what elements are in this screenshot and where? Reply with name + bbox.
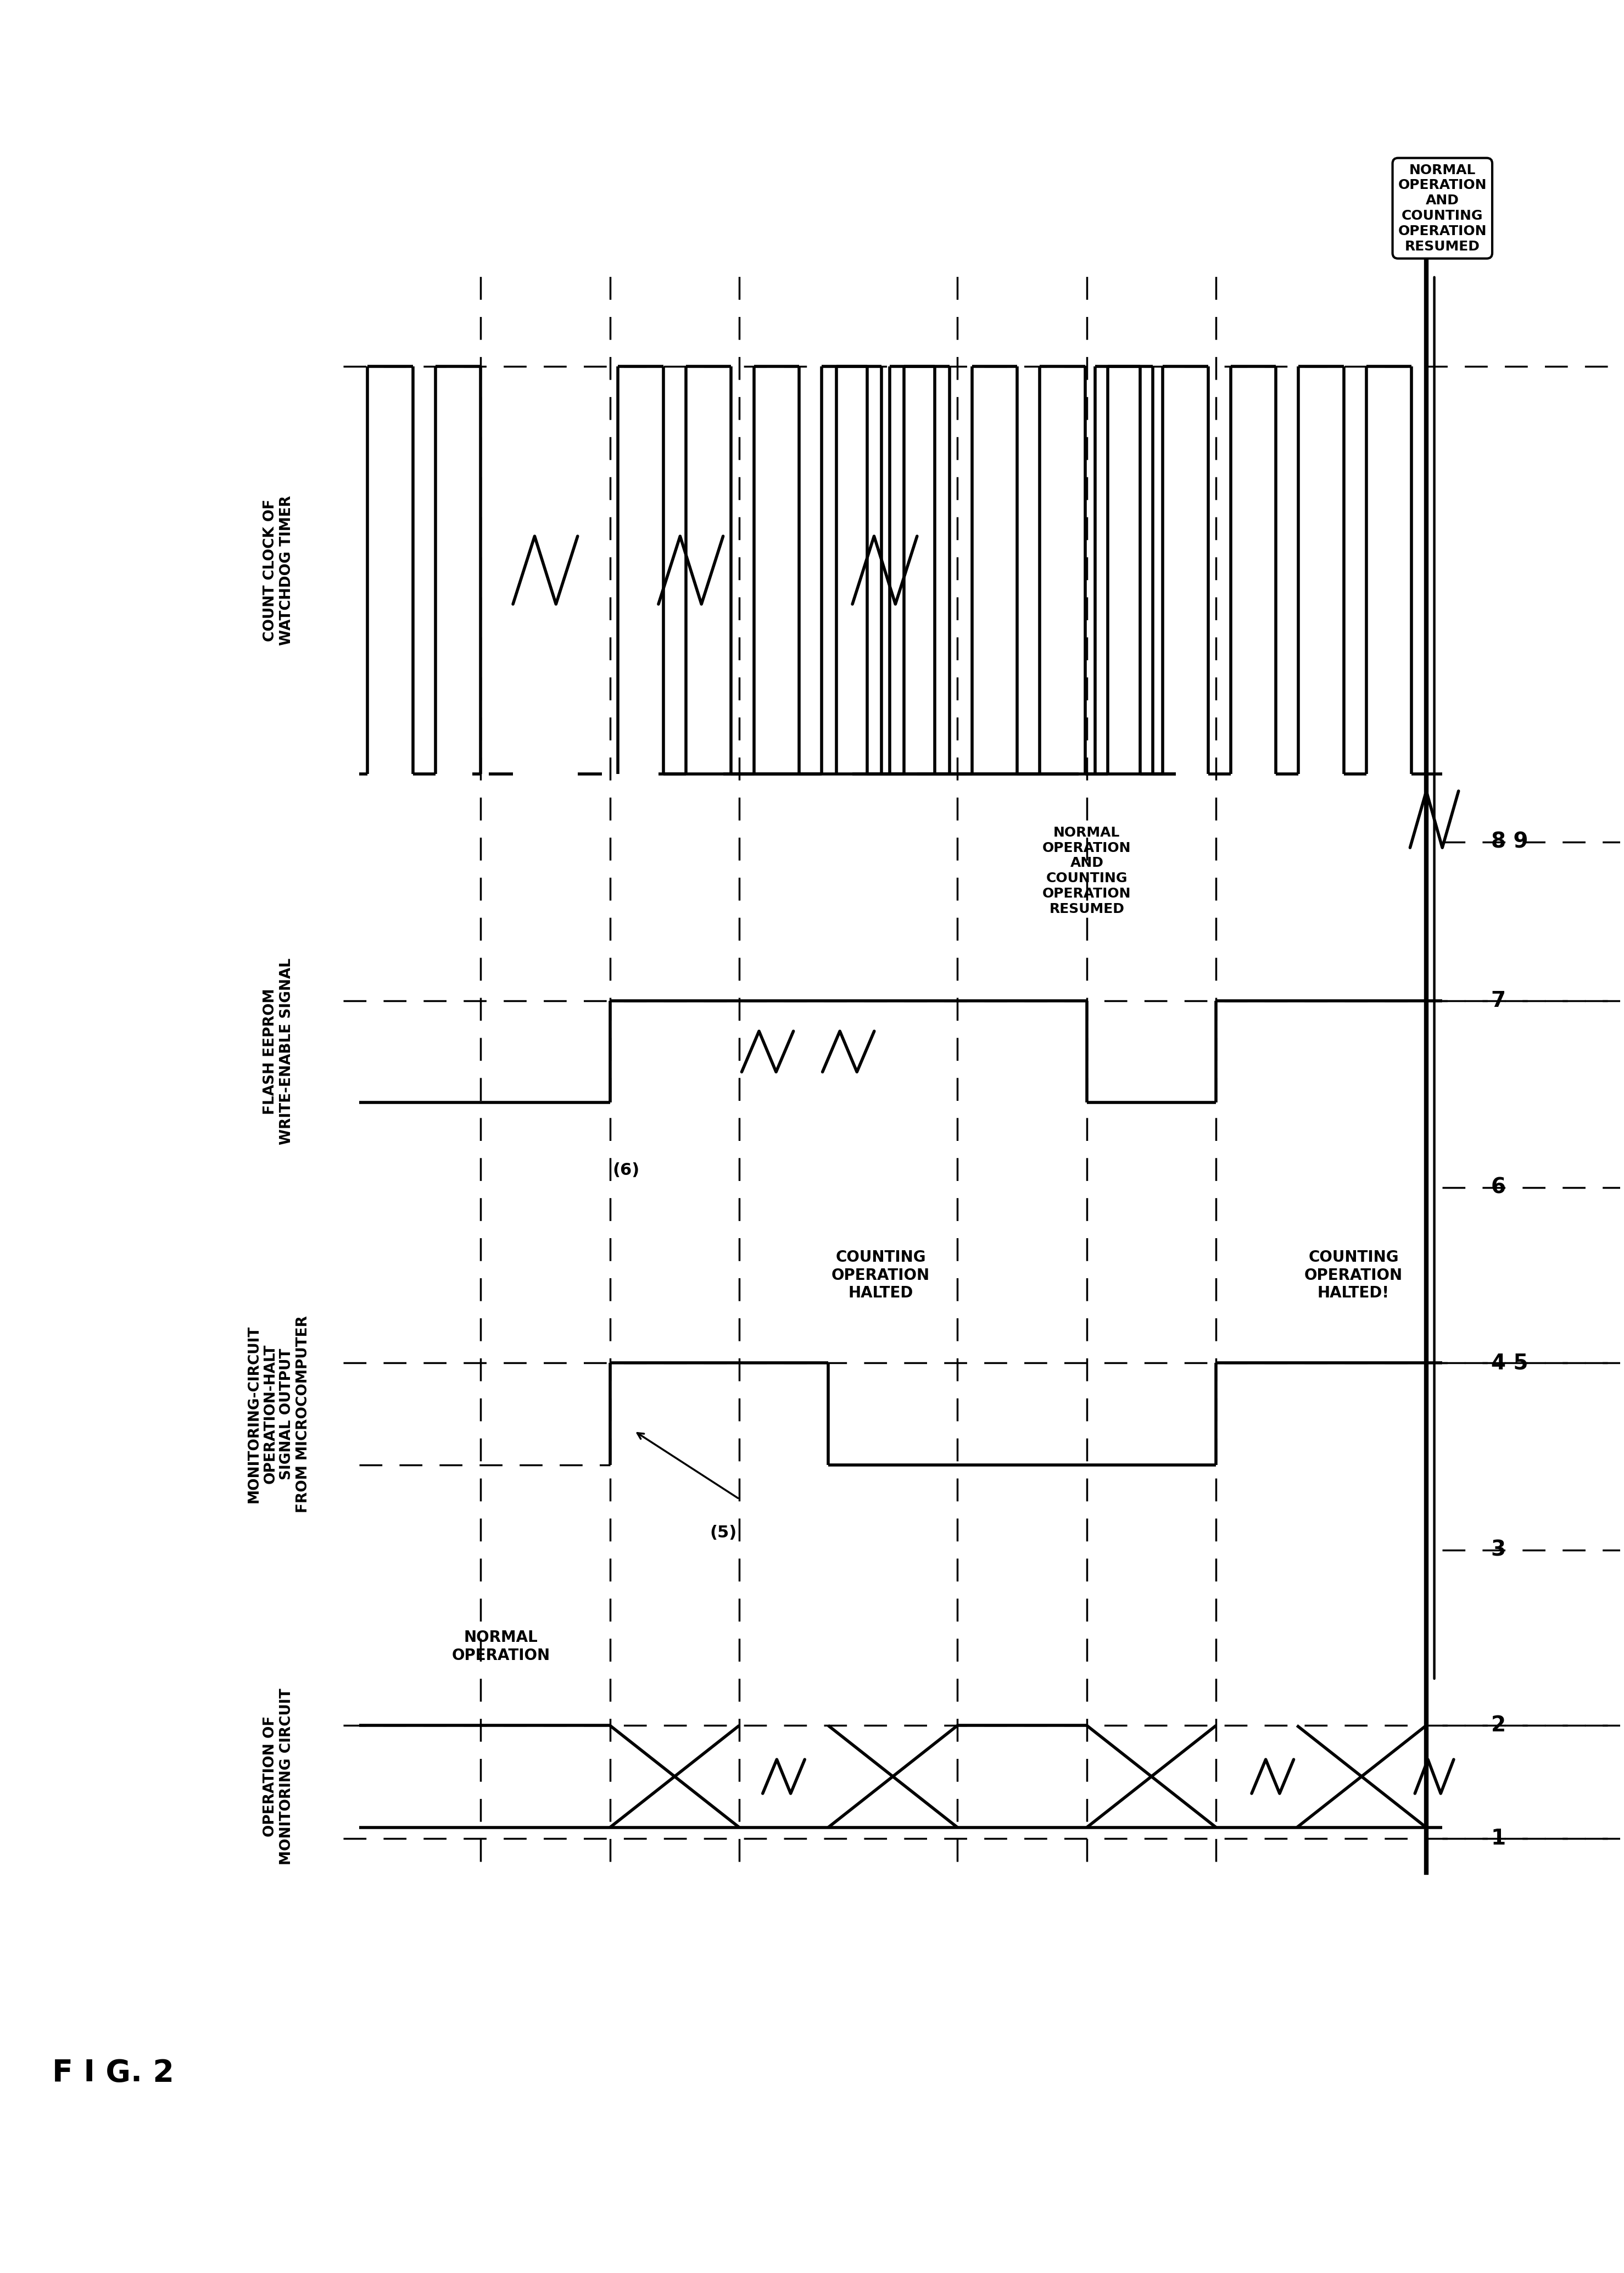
Text: NORMAL
OPERATION
AND
COUNTING
OPERATION
RESUMED: NORMAL OPERATION AND COUNTING OPERATION … (1043, 825, 1132, 916)
Text: FLASH EEPROM
WRITE-ENABLE SIGNAL: FLASH EEPROM WRITE-ENABLE SIGNAL (263, 959, 294, 1146)
Text: F I G. 2: F I G. 2 (52, 2059, 174, 2089)
Text: 7: 7 (1491, 991, 1505, 1011)
Text: 4 5: 4 5 (1491, 1352, 1528, 1373)
Text: 1: 1 (1491, 1827, 1505, 1850)
Text: COUNTING
OPERATION
HALTED: COUNTING OPERATION HALTED (831, 1250, 931, 1300)
Text: (5): (5) (710, 1525, 737, 1541)
Text: OPERATION OF
MONITORING CIRCUIT: OPERATION OF MONITORING CIRCUIT (263, 1689, 294, 1864)
Text: 6: 6 (1491, 1177, 1505, 1198)
Text: NORMAL
OPERATION: NORMAL OPERATION (451, 1630, 551, 1664)
Text: NORMAL
OPERATION
AND
COUNTING
OPERATION
RESUMED: NORMAL OPERATION AND COUNTING OPERATION … (1398, 164, 1486, 252)
Text: 8 9: 8 9 (1491, 832, 1528, 852)
Text: 3: 3 (1491, 1539, 1505, 1559)
Text: MONITORING-CIRCUIT
OPERATION-HALT
SIGNAL OUTPUT
FROM MICROCOMPUTER: MONITORING-CIRCUIT OPERATION-HALT SIGNAL… (247, 1316, 310, 1512)
Text: 2: 2 (1491, 1716, 1505, 1737)
Text: COUNT CLOCK OF
WATCHDOG TIMER: COUNT CLOCK OF WATCHDOG TIMER (263, 496, 294, 646)
Text: (6): (6) (612, 1162, 640, 1177)
Text: COUNTING
OPERATION
HALTED!: COUNTING OPERATION HALTED! (1304, 1250, 1403, 1300)
